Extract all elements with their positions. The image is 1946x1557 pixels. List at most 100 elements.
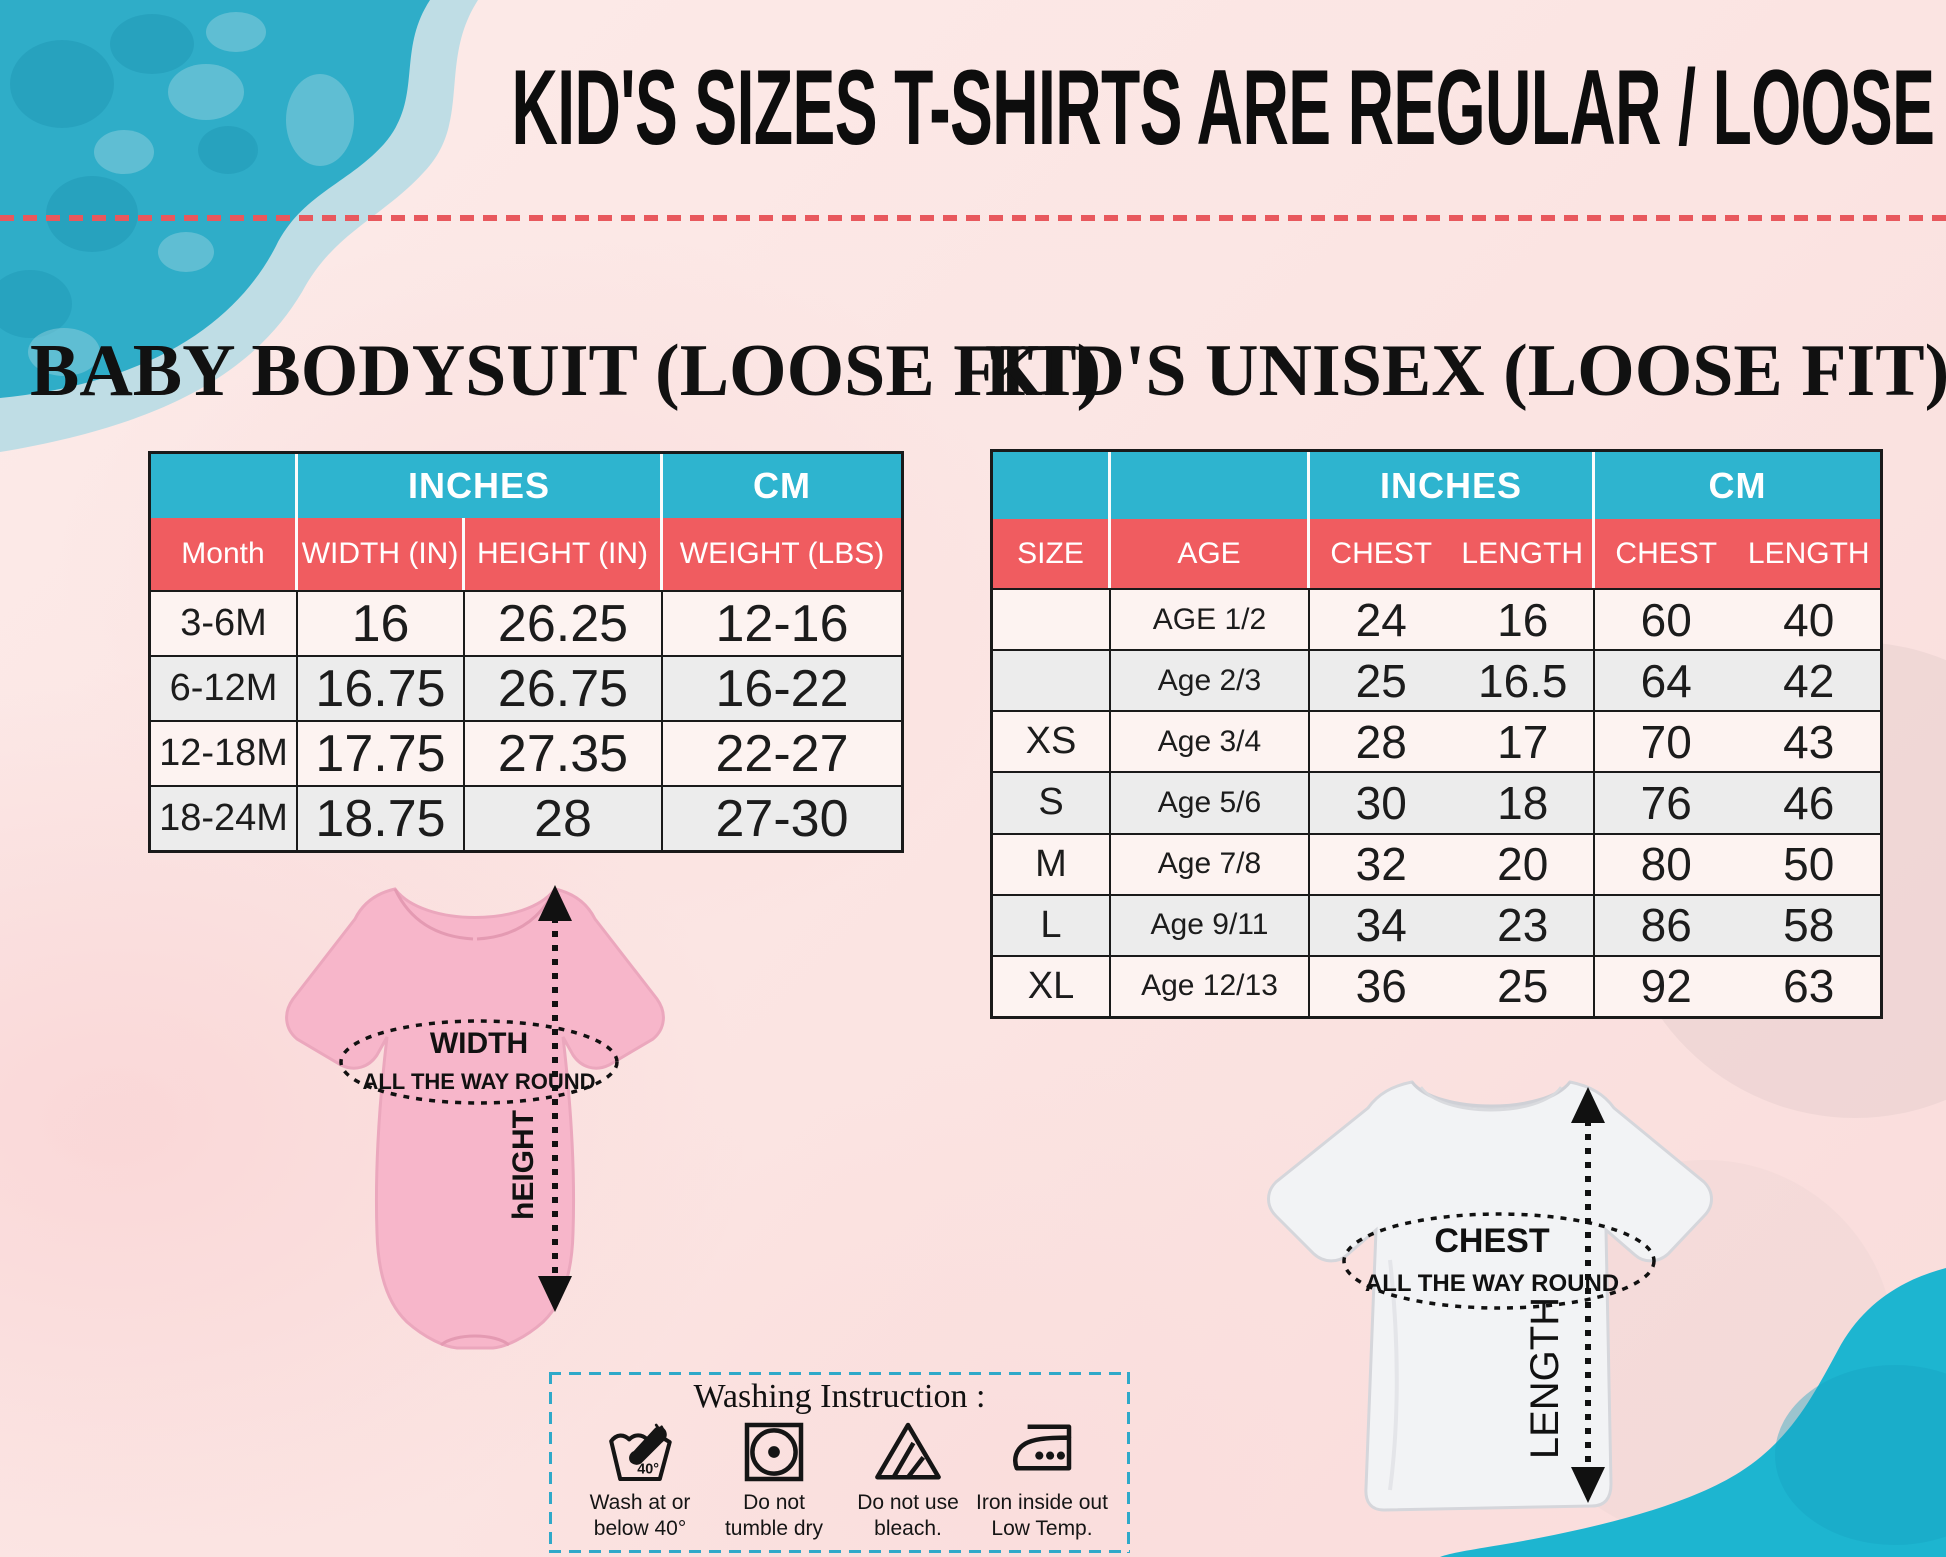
table-cell: 27.35: [465, 720, 663, 785]
table-cell: L: [993, 893, 1111, 955]
table-col-header: Month: [151, 518, 298, 590]
height-label: hEIGHT: [507, 1110, 540, 1220]
table-cell: XL: [993, 954, 1111, 1016]
table-cell: Age 9/11: [1111, 893, 1310, 955]
table-cell: [993, 452, 1111, 519]
table-cell: 18-24M: [151, 785, 298, 850]
washing-item: 40° Wash at or below 40°: [573, 1416, 707, 1540]
wash-box-border: [1127, 1372, 1130, 1553]
table-cell: 18: [1452, 771, 1595, 833]
table-unit-header: CM: [663, 454, 901, 518]
table-col-header: LENGTH: [1737, 519, 1880, 588]
table-cell: 63: [1737, 954, 1880, 1016]
table-cell: 16.75: [298, 655, 465, 720]
wash-box-border: [549, 1550, 1130, 1553]
table-cell: 92: [1595, 954, 1738, 1016]
table-cell: 6-12M: [151, 655, 298, 720]
table-col-header: LENGTH: [1452, 519, 1595, 588]
width-label: WIDTH: [430, 1027, 528, 1060]
table-col-header: WEIGHT (LBS): [663, 518, 901, 590]
washing-instructions-box: Washing Instruction : 40° Wash at or bel…: [549, 1372, 1130, 1553]
table-unit-header: INCHES: [1310, 452, 1595, 519]
table-col-header: SIZE: [993, 519, 1111, 588]
tshirt-collar-inner: [1419, 1086, 1563, 1112]
table-cell: 70: [1595, 710, 1738, 772]
table-cell: 64: [1595, 649, 1738, 711]
washing-item: Do not tumble dry: [707, 1416, 841, 1540]
bodysuit-neck-lap-left: [393, 888, 474, 941]
teal-wave-bottomright: [1440, 1268, 1946, 1557]
table-cell: 16: [1452, 588, 1595, 650]
table-cell: 12-16: [663, 590, 901, 655]
length-label: LENGTH: [1523, 1297, 1567, 1459]
table-cell: 76: [1595, 771, 1738, 833]
table-cell: 25: [1452, 954, 1595, 1016]
table-col-header: HEIGHT (IN): [465, 518, 663, 590]
table-cell: 36: [1310, 954, 1453, 1016]
kids-section-title: KID'S UNISEX (LOOSE FIT): [985, 330, 1946, 412]
baby-section-title: BABY BODYSUIT (LOOSE FIT): [30, 330, 1102, 412]
table-cell: 80: [1595, 832, 1738, 894]
iron-low-temp-icon: [1013, 1424, 1072, 1471]
table-cell: 34: [1310, 893, 1453, 955]
wash-temp-text: 40°: [637, 1462, 659, 1478]
table-unit-header: CM: [1595, 452, 1880, 519]
table-cell: 26.75: [465, 655, 663, 720]
bodysuit-crotch-seam: [440, 1334, 510, 1347]
kids-size-table: INCHES CM SIZE AGE CHEST LENGTH CHEST LE…: [990, 449, 1883, 1019]
table-cell: 27-30: [663, 785, 901, 850]
chest-label: CHEST: [1434, 1222, 1549, 1260]
table-cell: [993, 588, 1111, 650]
teal-wave-texture: [1775, 1365, 1946, 1545]
handwash-40-icon: 40°: [609, 1423, 672, 1482]
washing-caption-line: bleach.: [874, 1517, 942, 1540]
table-cell: 30: [1310, 771, 1453, 833]
teal-blob-texture-dark: [0, 14, 258, 338]
table-cell: 26.25: [465, 590, 663, 655]
table-cell: 46: [1737, 771, 1880, 833]
table-cell: 58: [1737, 893, 1880, 955]
length-arrow-down: [1571, 1467, 1605, 1503]
table-cell: 3-6M: [151, 590, 298, 655]
washing-caption-line: Do not: [743, 1491, 805, 1514]
washing-caption-line: tumble dry: [724, 1517, 824, 1540]
wash-box-border: [549, 1372, 1130, 1375]
bodysuit-illustration: WIDTH ALL THE WAY ROUND hEIGHT: [285, 885, 665, 1350]
dashed-divider: [0, 215, 1946, 221]
table-cell: Age 3/4: [1111, 710, 1310, 772]
page-title-text: KID'S SIZES T-SHIRTS ARE REGULAR / LOOSE…: [511, 47, 1946, 167]
do-not-bleach-icon: [875, 1422, 941, 1480]
table-cell: Age 2/3: [1111, 649, 1310, 711]
table-cell: 50: [1737, 832, 1880, 894]
table-cell: Age 7/8: [1111, 832, 1310, 894]
wash-box-border: [549, 1372, 552, 1553]
table-cell: 86: [1595, 893, 1738, 955]
table-cell: 28: [1310, 710, 1453, 772]
do-not-tumble-dry-icon: [744, 1422, 804, 1482]
washing-item: Iron inside out Low Temp.: [975, 1416, 1109, 1540]
tshirt-shape: [1267, 1080, 1713, 1512]
washing-icons-row: 40° Wash at or below 40° Do not tumble d…: [573, 1416, 1109, 1540]
table-cell: 18.75: [298, 785, 465, 850]
table-cell: S: [993, 771, 1111, 833]
table-col-header: CHEST: [1595, 519, 1738, 588]
table-cell: [993, 649, 1111, 711]
chest-sublabel: ALL THE WAY ROUND: [1365, 1270, 1619, 1297]
table-cell: 17.75: [298, 720, 465, 785]
table-cell: 25: [1310, 649, 1453, 711]
bodysuit-shape: [285, 887, 665, 1350]
washing-title: Washing Instruction :: [693, 1378, 986, 1415]
table-cell: 16-22: [663, 655, 901, 720]
width-measure-ellipse: [339, 1019, 619, 1105]
table-cell: Age 12/13: [1111, 954, 1310, 1016]
table-cell: AGE 1/2: [1111, 588, 1310, 650]
table-cell: 22-27: [663, 720, 901, 785]
table-cell: 32: [1310, 832, 1453, 894]
tshirt-illustration: CHEST ALL THE WAY ROUND LENGTH: [1267, 1080, 1713, 1512]
table-cell: Age 5/6: [1111, 771, 1310, 833]
table-cell: 24: [1310, 588, 1453, 650]
table-cell: 12-18M: [151, 720, 298, 785]
width-sublabel: ALL THE WAY ROUND: [362, 1069, 595, 1094]
table-cell: 16: [298, 590, 465, 655]
